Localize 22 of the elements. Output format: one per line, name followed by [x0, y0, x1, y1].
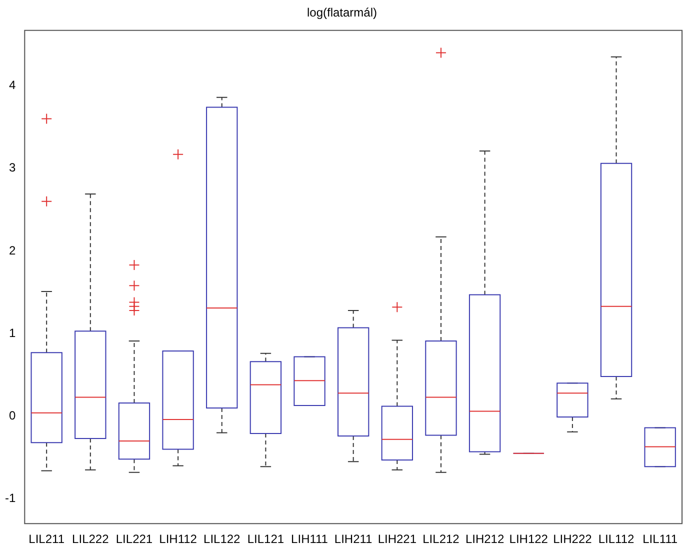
x-tick-label: LIL211 — [28, 532, 65, 546]
y-tick-label: -1 — [5, 491, 16, 506]
x-tick-label: LIH211 — [334, 532, 373, 546]
y-tick-label: 1 — [8, 326, 16, 340]
x-tick-label: LIL221 — [116, 532, 153, 546]
chart-title: log(flatarmál) — [306, 6, 378, 20]
x-tick-label: LIL212 — [422, 532, 460, 546]
y-tick-label: 3 — [8, 160, 16, 175]
y-tick-label: 4 — [8, 78, 16, 92]
x-tick-label: LIH111 — [291, 532, 328, 546]
x-tick-label: LIL111 — [642, 532, 678, 546]
x-tick-label: LIL121 — [247, 532, 284, 546]
x-tick-label: LIL112 — [598, 532, 634, 546]
x-tick-label: LIH122 — [509, 532, 548, 546]
x-tick-label: LIH221 — [378, 532, 417, 546]
x-tick-label: LIL122 — [204, 532, 241, 546]
x-tick-label: LIH212 — [465, 532, 504, 546]
y-tick-label: 0 — [8, 408, 16, 423]
x-tick-label: LIH222 — [553, 532, 592, 546]
x-tick-label: LIL222 — [72, 532, 110, 546]
x-tick-label: LIH112 — [159, 532, 198, 546]
y-tick-label: 2 — [8, 243, 16, 258]
